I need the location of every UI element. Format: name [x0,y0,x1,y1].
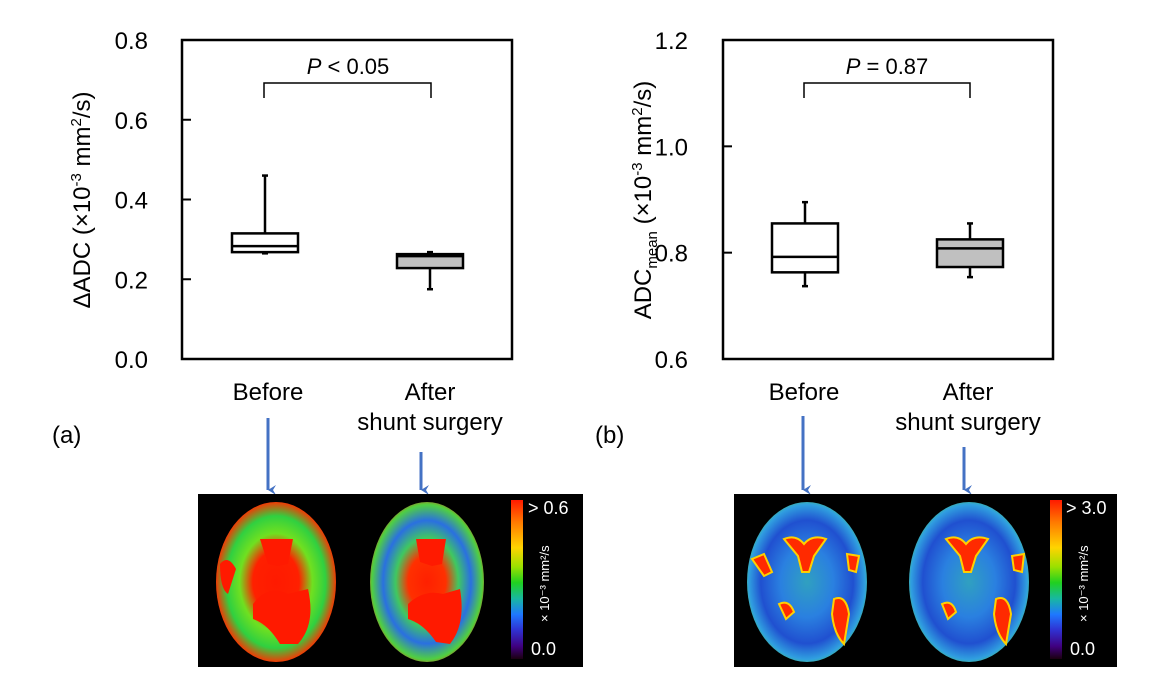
brain-a-after [370,502,484,662]
chart-b-y-tick-label: 0.8 [655,241,688,268]
chart-b-x-label-after-line1: After [942,379,994,406]
chart-b-x-label-after-line2: shunt surgery [895,409,1041,436]
colorbar-a-max-label: > 0.6 [528,498,569,518]
chart-b-x-label-before: Before [768,379,840,406]
chart-b-y-tick-label: 1.2 [655,28,688,55]
chart-a-x-label-after: After shunt surgery [340,378,520,438]
chart-b-y-tick-label: 1.0 [655,134,688,161]
chart-a-p-value: P < 0.05 [307,54,390,79]
brain-b-after [909,502,1029,662]
chart-b-x-label-after: After shunt surgery [878,378,1058,438]
chart-a-y-tick-label: 0.0 [115,347,148,374]
chart-b-y-tick-label: 0.6 [655,347,688,374]
colorbar-a-unit: × 10⁻³ mm²/s [537,545,552,622]
colorbar-b-max-label: > 3.0 [1066,498,1107,518]
brain-a-before [216,502,336,662]
chart-b-adc-mean: 0.6 0.8 1.0 1.2 [655,28,1055,374]
chart-a-delta-adc: 0.0 0.2 0.4 0.6 0.8 [115,28,514,374]
chart-a-y-axis-title: ΔADC (×10-3 mm2/s) [68,91,96,308]
chart-a-x-label-after-line1: After [404,379,456,406]
chart-a-y-tick-label: 0.4 [115,188,148,215]
chart-b-box-after-iqr [935,238,1005,269]
chart-a-box-after-iqr [395,252,465,270]
colorbar-a-min-label: 0.0 [531,639,557,659]
chart-a-y-tick-label: 0.8 [115,28,148,55]
brain-map-panel-b: > 3.0 0.0 × 10⁻³ mm²/s [734,494,1117,667]
colorbar-b-min-label: 0.0 [1070,639,1096,659]
chart-b-p-value: P = 0.87 [846,54,929,79]
panel-label-b: (b) [595,422,625,449]
colorbar-b [1050,500,1062,659]
chart-a-box-before-iqr [230,232,300,254]
panel-label-a: (a) [52,422,82,449]
chart-b-plot-frame [721,38,1055,361]
chart-a-x-label-after-line2: shunt surgery [357,409,503,436]
chart-a-y-tick-label: 0.6 [115,108,148,135]
chart-a-y-tick-label: 0.2 [115,267,148,294]
chart-a-significance-bracket [263,82,432,98]
brain-b-before [747,502,867,662]
chart-a-x-label-before: Before [232,379,304,406]
chart-b-box-before-iqr [770,222,840,274]
colorbar-b-unit: × 10⁻³ mm²/s [1076,545,1091,622]
colorbar-a [511,500,523,659]
chart-a-plot-frame [180,38,514,361]
brain-map-panel-a: > 0.6 0.0 × 10⁻³ mm²/s [198,494,583,667]
chart-b-y-axis-title: ADCmean (×10-3 mm2/s) [629,81,661,320]
chart-b-significance-bracket [803,82,971,98]
